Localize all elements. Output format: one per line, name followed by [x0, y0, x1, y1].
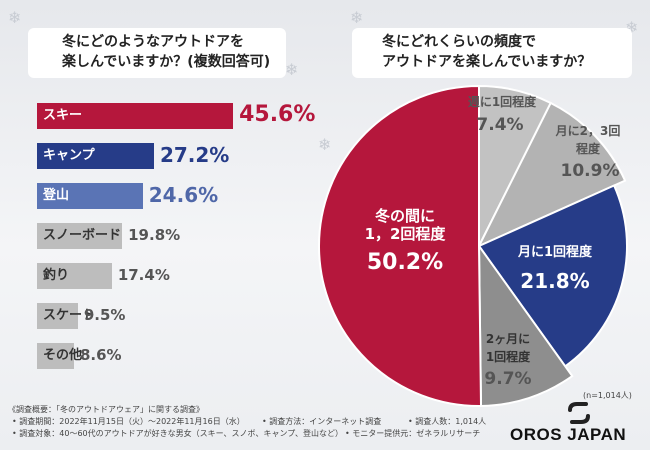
brand-name: OROS JAPAN [510, 425, 627, 444]
bar-value-label: 17.4% [117, 266, 170, 284]
bar-chart: スキー 45.6% キャンプ 27.2% 登山 24.6% スノーボード 19.8% 釣り 17.… [0, 0, 330, 400]
snowflake-icon: ❄ [8, 8, 22, 27]
bar-category-label: 登山 [43, 188, 70, 203]
pie-label-winter: 冬の間に 1，2回程度 [350, 207, 460, 243]
survey-count: • 調査人数：1,014人 [408, 417, 487, 426]
pie-label-monthly23-line2: 程度 [575, 142, 600, 156]
pie-slice [476, 101, 627, 249]
bar-5: スケート [37, 303, 95, 329]
bar-1: キャンプ [37, 143, 154, 169]
pie-label-bimonthly: 2ヶ月に 1回程度 [468, 330, 548, 366]
snowflake-icon: ❄ [285, 60, 299, 79]
sample-size: (n=1,014人) [583, 391, 632, 400]
bar-category-label: 釣り [43, 268, 70, 283]
pie-label-bimonthly-line2: 1回程度 [485, 350, 531, 364]
pie-label-weekly: 週に1回程度 [452, 93, 552, 111]
bar-0: スキー [37, 103, 234, 129]
bar-value-label: 9.5% [83, 306, 126, 324]
pie-value-winter: 50.2% [366, 250, 444, 275]
pie-label-monthly23: 月に2，3回 程度 [548, 122, 628, 158]
bar-value-label: 45.6% [239, 102, 316, 127]
survey-provider: • モニター提供元：ゼネラルリサーチ [345, 429, 481, 438]
pie-label-bimonthly-line1: 2ヶ月に [485, 332, 531, 346]
survey-period: • 調査期間：2022年11月15日（火）～2022年11月16日（水） [12, 417, 245, 426]
oros-logo-icon [568, 402, 590, 424]
left-chart-title-line1: 冬にどのようなアウトドアを [62, 34, 244, 50]
pie-label-winter-line1: 冬の間に [374, 207, 435, 225]
pie-label-winter-line2: 1，2回程度 [364, 225, 446, 243]
pie-value-bimonthly: 9.7% [484, 369, 532, 389]
bar-value-label: 19.8% [128, 226, 181, 244]
pie-label-weekly-text: 週に1回程度 [467, 95, 537, 109]
pie-slice [477, 184, 628, 368]
pie-value-monthly1: 21.8% [520, 269, 590, 293]
survey-target: • 調査対象：40～60代のアウトドアが好きな男女（スキー、スノボ、キャンプ、登… [12, 429, 344, 438]
pie-label-monthly23-line1: 月に2，3回 [555, 124, 621, 138]
pie-value-weekly: 7.4% [476, 115, 524, 135]
left-chart-title-line2: 楽しんでいますか？(複数回答可) [62, 54, 271, 70]
bar-category-label: キャンプ [43, 148, 95, 163]
bar-category-label: スノーボード [43, 228, 122, 243]
survey-method: • 調査方法：インターネット調査 [262, 417, 382, 426]
right-title-card [352, 28, 632, 78]
snowflake-icon: ❄ [350, 8, 364, 27]
right-chart-title-line1: 冬にどれくらいの頻度で [382, 34, 536, 50]
pie-value-monthly23: 10.9% [560, 161, 620, 181]
bar-category-label: その他 [43, 348, 83, 363]
bar-value-label: 27.2% [159, 143, 230, 167]
snowflake-icon: ❄ [318, 135, 332, 154]
bar-4: 釣り [37, 263, 112, 289]
pie-slice [317, 84, 483, 407]
bar-value-label: 24.6% [148, 183, 219, 207]
pie-label-monthly1: 月に1回程度 [517, 245, 593, 260]
bar-category-label: スケート [43, 308, 96, 323]
bar-value-label: 8.6% [79, 346, 122, 364]
right-chart-title-line2: アウトドアを楽しんでいますか？ [382, 54, 592, 70]
bar-3: スノーボード [37, 223, 123, 249]
bar-2: 登山 [37, 183, 143, 209]
survey-overview: 《調査概要：「冬のアウトドアウェア」に関する調査》 [8, 405, 204, 414]
pie-slice [477, 242, 574, 407]
bar-6: その他 [37, 343, 82, 369]
bar-category-label: スキー [43, 108, 83, 123]
left-title-card [28, 28, 286, 78]
